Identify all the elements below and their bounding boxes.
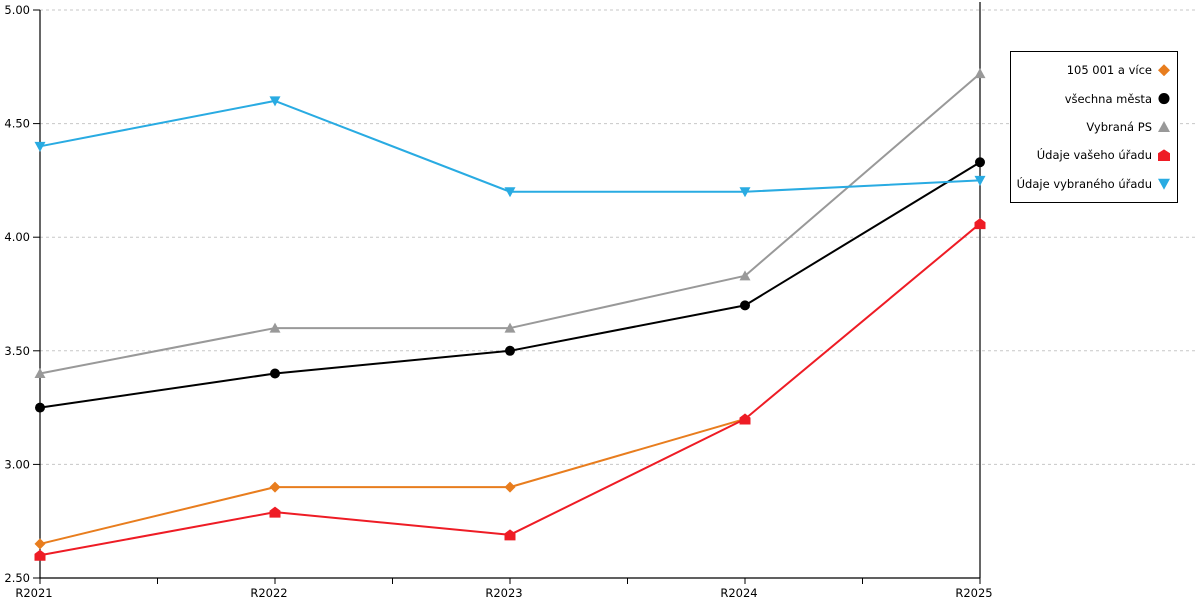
x-tick-label: R2022 — [250, 586, 287, 600]
diamond-marker-icon — [269, 481, 281, 493]
triangle-up-marker-icon — [504, 322, 516, 333]
y-tick-label: 5.00 — [4, 3, 30, 17]
triangle-down-marker-icon — [34, 141, 46, 152]
y-tick-label: 4.50 — [4, 117, 30, 131]
diamond-marker-icon — [1158, 64, 1170, 77]
pentagon-marker-icon — [34, 549, 46, 561]
circle-marker-icon — [35, 402, 45, 413]
x-tick-label: R2024 — [720, 586, 757, 600]
legend-item: všechna města — [1011, 92, 1177, 106]
x-tick-label: R2025 — [955, 586, 992, 600]
x-tick-label: R2021 — [15, 586, 52, 600]
circle-marker-icon — [270, 368, 280, 379]
triangle-up-marker-icon — [974, 68, 986, 79]
y-tick-label: 2.50 — [4, 571, 30, 585]
triangle-down-marker-icon — [739, 187, 751, 198]
triangle-up-marker-icon — [1158, 120, 1170, 133]
circle-marker-icon — [975, 157, 985, 168]
legend: 105 001 a více všechna města Vybraná PS … — [1010, 51, 1178, 203]
legend-item: Údaje vašeho úřadu — [1011, 148, 1177, 162]
legend-item: 105 001 a více — [1011, 63, 1177, 77]
y-tick-label: 3.00 — [4, 457, 30, 471]
y-tick-label: 3.50 — [4, 344, 30, 358]
pentagon-marker-icon — [1158, 149, 1170, 162]
triangle-down-marker-icon — [974, 175, 986, 186]
pentagon-marker-icon — [269, 506, 281, 518]
legend-item: Údaje vybraného úřadu — [1011, 177, 1177, 191]
pentagon-marker-icon — [504, 529, 516, 541]
triangle-up-marker-icon — [739, 270, 751, 281]
triangle-up-marker-icon — [34, 368, 46, 379]
diamond-marker-icon — [504, 481, 516, 493]
series-line — [39, 417, 746, 545]
circle-marker-icon — [505, 345, 515, 356]
series-line — [39, 161, 981, 409]
diamond-marker-icon — [34, 538, 46, 550]
legend-label: Údaje vašeho úřadu — [1036, 148, 1152, 163]
triangle-down-marker-icon — [504, 187, 516, 198]
legend-label: Údaje vybraného úřadu — [1016, 176, 1152, 191]
series-line — [39, 99, 981, 193]
circle-marker-icon — [740, 300, 750, 311]
legend-label: 105 001 a více — [1066, 63, 1152, 78]
x-tick-label: R2023 — [485, 586, 522, 600]
pentagon-marker-icon — [739, 413, 751, 425]
triangle-down-marker-icon — [1158, 178, 1170, 190]
series-line — [39, 222, 981, 557]
legend-label: Vybraná PS — [1086, 119, 1152, 134]
legend-item: Vybraná PS — [1011, 120, 1177, 134]
legend-label: všechna města — [1064, 91, 1152, 106]
triangle-up-marker-icon — [269, 322, 281, 333]
pentagon-marker-icon — [974, 218, 986, 230]
circle-marker-icon — [1158, 93, 1170, 105]
y-tick-label: 4.00 — [4, 230, 30, 244]
triangle-down-marker-icon — [269, 96, 281, 107]
